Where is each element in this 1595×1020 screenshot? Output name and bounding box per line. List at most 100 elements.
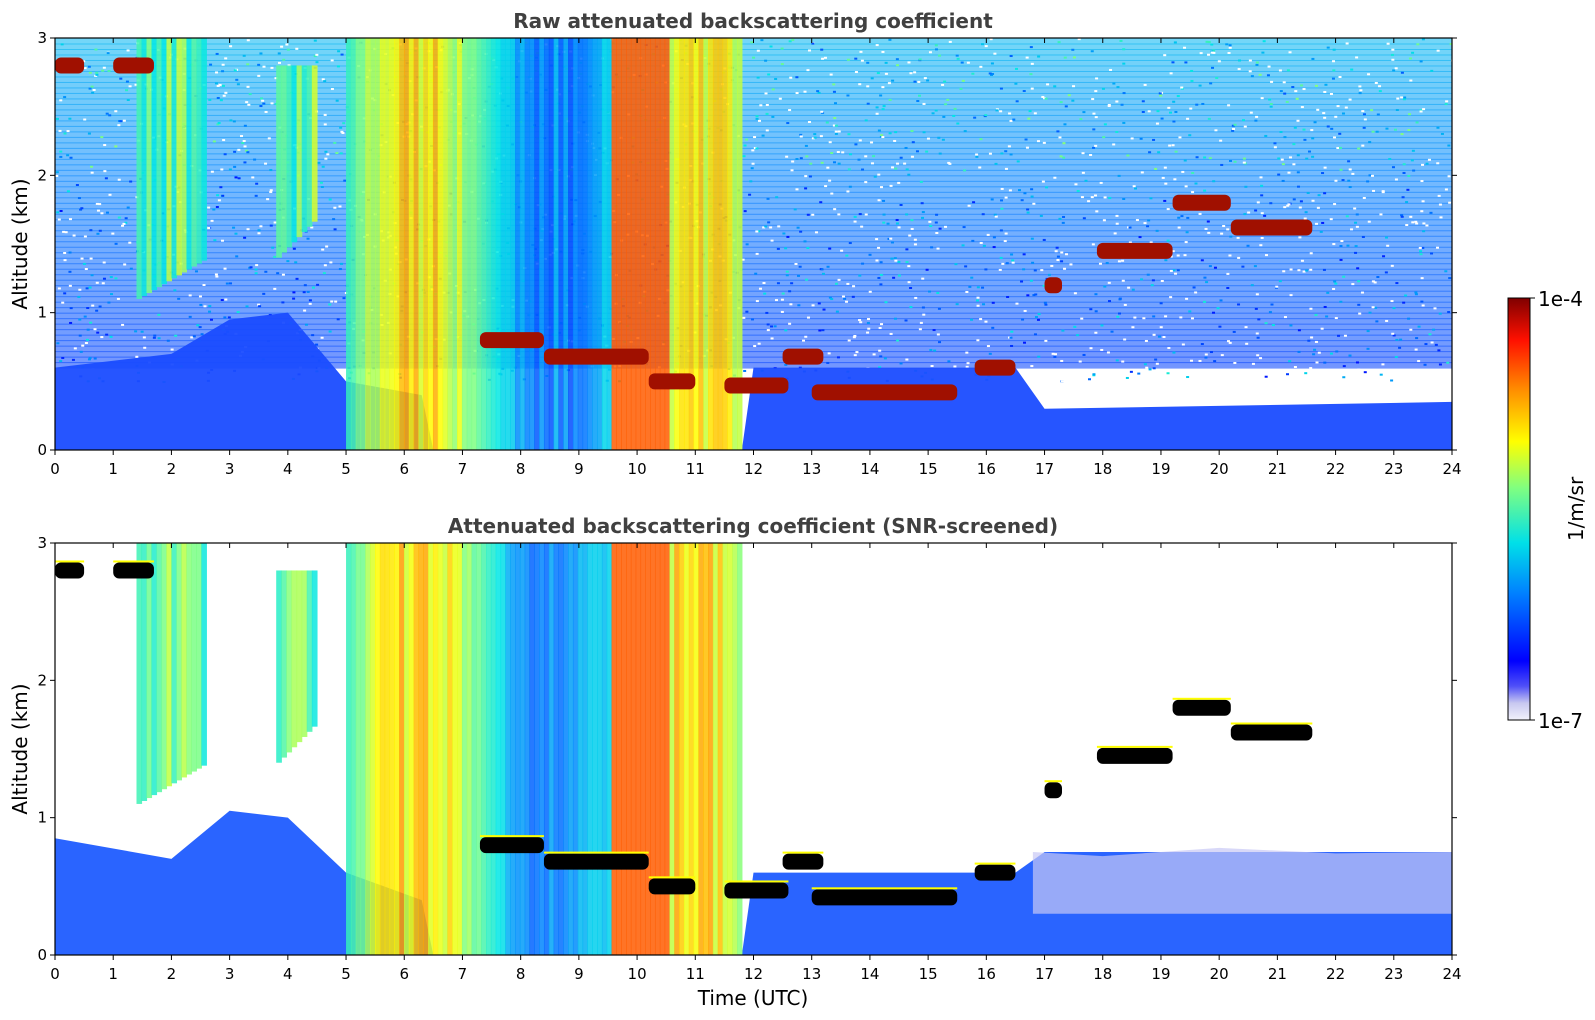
- noise-speck: [763, 292, 767, 295]
- noise-speck: [1122, 92, 1126, 95]
- noise-speck: [877, 129, 881, 132]
- noise-speck: [1228, 46, 1232, 49]
- cloud-edge: [1044, 780, 1063, 783]
- noise-speck: [1298, 206, 1302, 209]
- noise-speck: [1164, 259, 1168, 262]
- noise-speck: [818, 329, 822, 332]
- noise-speck: [1323, 192, 1327, 195]
- noise-speck: [1309, 307, 1313, 310]
- noise-speck: [1222, 225, 1226, 228]
- precipitation-streak: [621, 543, 627, 955]
- noise-speck: [1115, 100, 1119, 103]
- noise-speck: [745, 138, 749, 141]
- noise-speck: [126, 206, 130, 209]
- noise-speck: [806, 69, 810, 72]
- noise-speck: [56, 211, 60, 214]
- noise-speck: [795, 158, 799, 161]
- precipitation-streak: [141, 38, 148, 296]
- noise-speck: [1026, 211, 1030, 214]
- noise-band: [55, 98, 1452, 105]
- noise-speck: [69, 156, 73, 159]
- noise-speck: [1297, 350, 1301, 353]
- noise-speck: [1362, 196, 1366, 199]
- noise-band: [55, 257, 1452, 265]
- noise-speck: [1449, 43, 1452, 46]
- noise-speck: [1444, 270, 1448, 273]
- precipitation-streak: [457, 38, 463, 450]
- noise-band: [55, 43, 1452, 50]
- noise-speck: [1399, 338, 1403, 341]
- noise-speck: [1355, 56, 1359, 59]
- noise-band: [55, 65, 1452, 72]
- cloud-layer: [974, 864, 1016, 881]
- noise-speck: [1245, 342, 1249, 345]
- noise-speck: [995, 109, 999, 112]
- noise-speck: [1333, 203, 1337, 206]
- precipitation-streak: [476, 38, 482, 450]
- precipitation-streak: [737, 38, 743, 450]
- noise-speck: [1411, 51, 1415, 54]
- noise-speck: [761, 134, 765, 137]
- noise-speck: [1445, 100, 1449, 103]
- noise-speck: [889, 184, 893, 187]
- noise-speck: [1016, 160, 1020, 163]
- noise-speck: [101, 282, 105, 285]
- noise-speck: [1192, 286, 1196, 289]
- noise-speck: [221, 70, 225, 73]
- noise-speck: [907, 265, 911, 268]
- x-tick-label: 2: [167, 460, 177, 478]
- noise-speck: [216, 84, 220, 87]
- noise-speck: [220, 168, 224, 171]
- noise-speck: [824, 185, 828, 188]
- noise-speck: [1283, 136, 1287, 139]
- noise-speck: [90, 274, 94, 277]
- noise-speck: [1393, 128, 1397, 131]
- noise-speck: [877, 173, 881, 176]
- noise-speck: [1339, 168, 1343, 171]
- noise-speck: [840, 249, 844, 252]
- cloud-edge: [1172, 697, 1231, 700]
- noise-band: [55, 268, 1452, 276]
- noise-speck: [333, 228, 337, 231]
- noise-speck: [227, 316, 231, 319]
- noise-speck: [1076, 334, 1080, 337]
- noise-band: [55, 197, 1452, 204]
- noise-speck: [938, 152, 942, 155]
- noise-speck: [1286, 373, 1290, 376]
- noise-speck: [1109, 68, 1113, 71]
- precipitation-streak: [722, 38, 728, 450]
- noise-speck: [1194, 182, 1198, 185]
- noise-speck: [1142, 317, 1146, 320]
- noise-speck: [308, 299, 312, 302]
- noise-speck: [294, 261, 298, 264]
- noise-speck: [1313, 348, 1317, 351]
- noise-band: [55, 81, 1452, 89]
- noise-speck: [1418, 246, 1422, 249]
- noise-speck: [780, 47, 784, 50]
- precipitation-streak: [146, 38, 153, 294]
- noise-speck: [895, 218, 899, 221]
- noise-speck: [1355, 225, 1359, 228]
- noise-speck: [157, 337, 161, 340]
- noise-speck: [129, 267, 133, 270]
- noise-speck: [315, 53, 319, 56]
- noise-speck: [1203, 189, 1207, 192]
- noise-speck: [1400, 71, 1404, 74]
- precipitation-streak: [413, 38, 420, 450]
- noise-speck: [1384, 271, 1388, 274]
- x-tick-label: 14: [860, 460, 879, 478]
- precipitation-streak: [514, 38, 521, 450]
- noise-speck: [1375, 130, 1379, 133]
- noise-speck: [1180, 215, 1184, 218]
- precipitation-streak: [418, 543, 424, 955]
- noise-speck: [979, 241, 983, 244]
- noise-speck: [328, 303, 332, 306]
- noise-speck: [1037, 355, 1041, 358]
- x-tick-label: 21: [1268, 965, 1287, 983]
- noise-speck: [1126, 154, 1130, 157]
- precipitation-streak: [635, 38, 642, 450]
- precipitation-streak: [181, 38, 187, 273]
- precipitation-streak: [543, 38, 550, 450]
- noise-speck: [952, 114, 956, 117]
- noise-speck: [830, 152, 834, 155]
